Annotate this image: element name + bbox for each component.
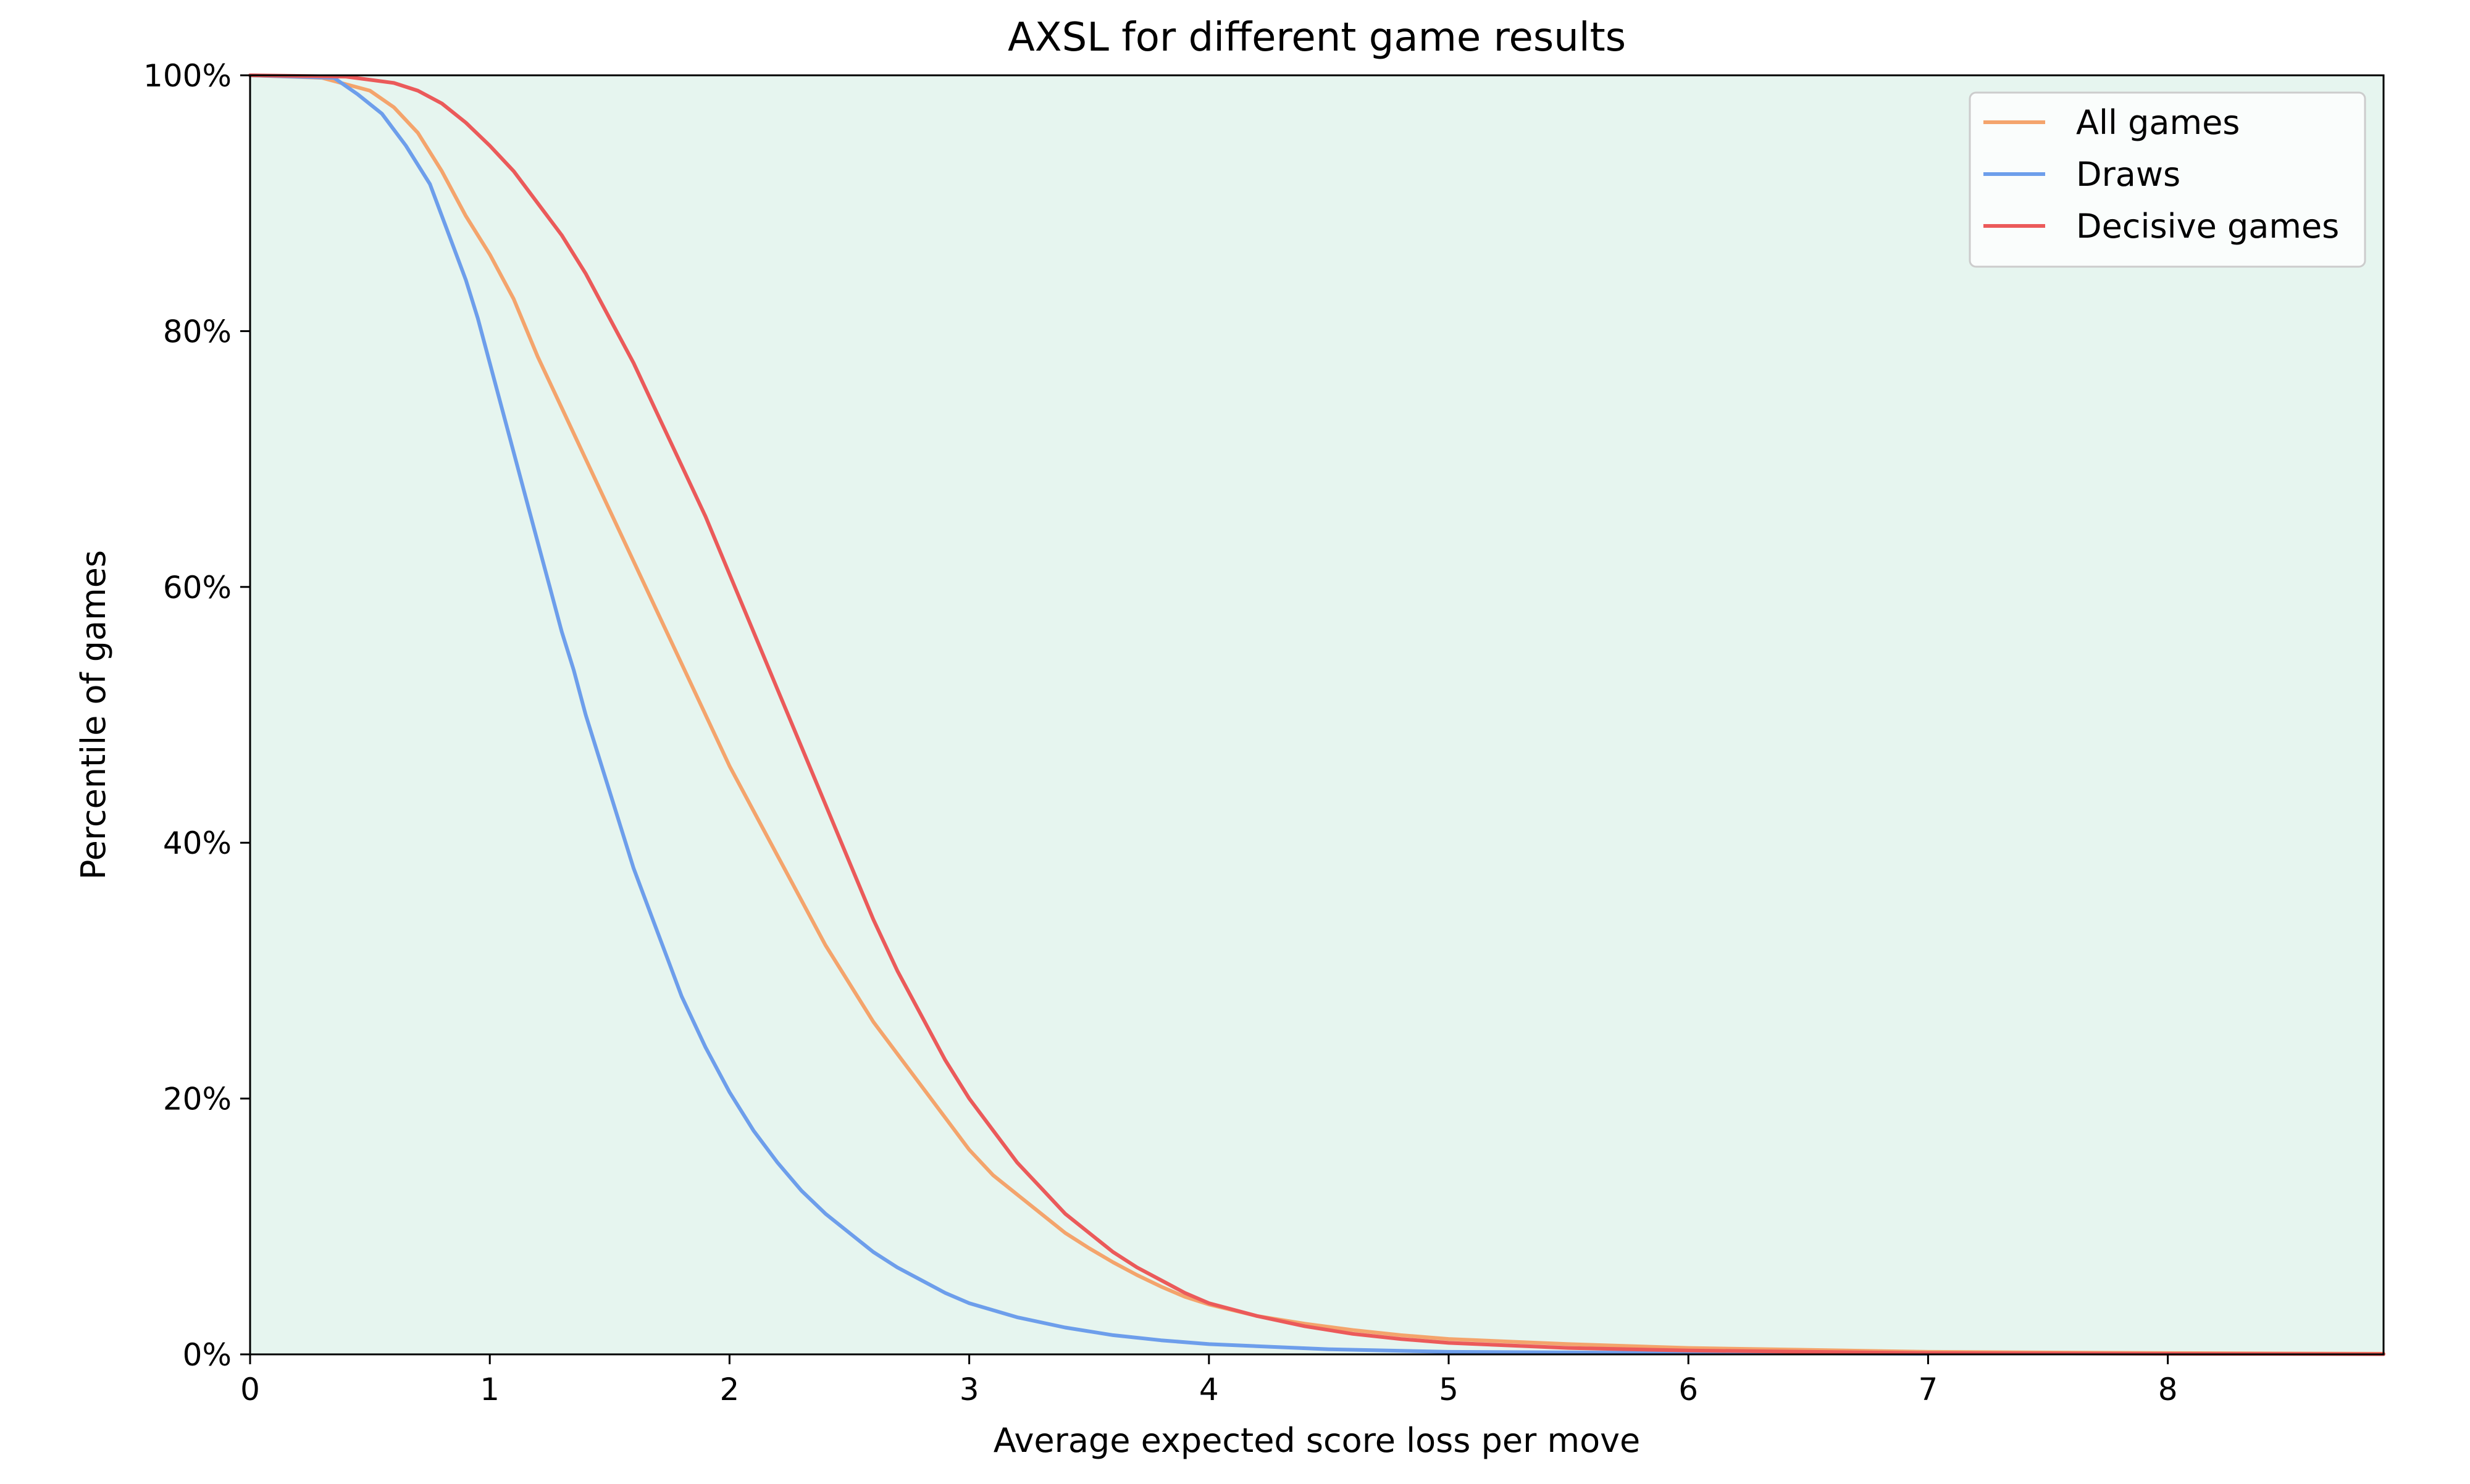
y-axis-label: Percentile of games [74, 550, 113, 880]
y-tick-label: 100% [143, 58, 232, 94]
x-tick-label: 1 [480, 1372, 500, 1407]
x-tick-label: 7 [1919, 1372, 1938, 1407]
series-line-0 [248, 73, 2385, 1356]
legend-label: Draws [2076, 155, 2180, 194]
legend: All games Draws Decisive games [1969, 91, 2366, 268]
series-line-2 [248, 73, 2385, 1356]
y-tick-label: 0% [183, 1337, 232, 1373]
x-tick-label: 8 [2158, 1372, 2178, 1407]
x-tick-label: 4 [1199, 1372, 1219, 1407]
x-axis-label: Average expected score loss per move [994, 1421, 1641, 1460]
x-tick-label: 0 [240, 1372, 260, 1407]
x-tick-label: 2 [719, 1372, 739, 1407]
series-line-1 [248, 73, 1930, 1356]
x-axis-ticks: 0 1 2 3 4 5 6 7 8 [240, 1354, 2178, 1407]
y-axis-ticks: 0% 20% 40% 60% 80% 100% [143, 58, 250, 1373]
y-tick-label: 80% [163, 314, 232, 349]
plot-background [250, 75, 2384, 1354]
y-tick-label: 40% [163, 825, 232, 861]
series-layer [248, 73, 2385, 1356]
x-tick-label: 3 [960, 1372, 979, 1407]
chart-title: AXSL for different game results [1008, 15, 1626, 60]
plot-frame [249, 74, 2385, 1356]
legend-box [1969, 91, 2366, 268]
legend-label: Decisive games [2076, 207, 2339, 246]
legend-label: All games [2076, 103, 2240, 142]
x-tick-label: 5 [1439, 1372, 1459, 1407]
y-tick-label: 20% [163, 1082, 232, 1117]
y-tick-label: 60% [163, 570, 232, 606]
x-tick-label: 6 [1678, 1372, 1698, 1407]
